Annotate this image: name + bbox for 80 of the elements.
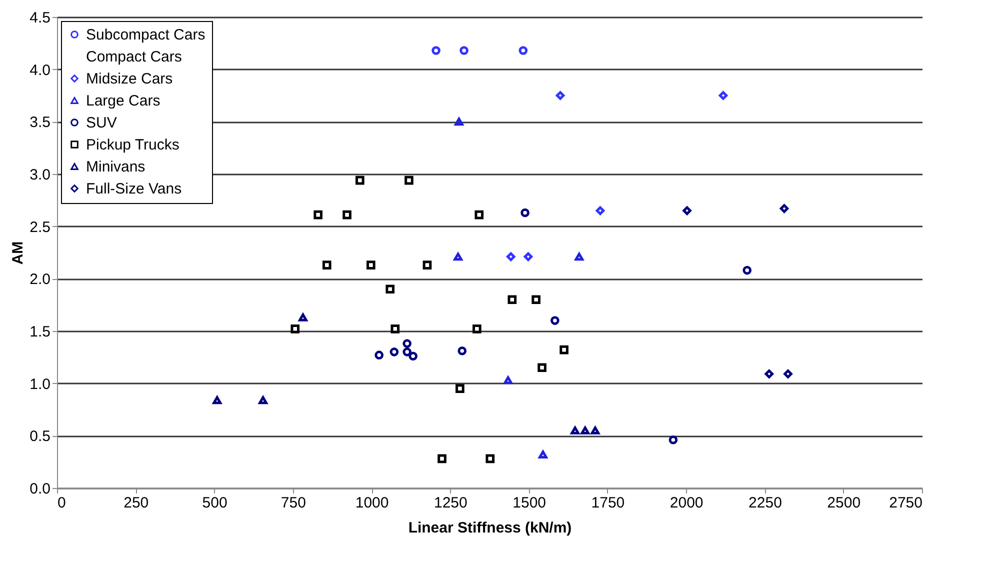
x-tick-label: 2000 <box>670 494 704 512</box>
x-tick-label: 750 <box>280 494 306 512</box>
point <box>742 266 752 275</box>
point <box>374 350 384 360</box>
y-tick-label: 2.0 <box>30 271 50 288</box>
point <box>472 324 482 334</box>
x-tick-label: 500 <box>202 494 228 512</box>
point <box>504 376 512 384</box>
point <box>682 206 692 216</box>
point <box>408 352 418 361</box>
point <box>570 426 580 434</box>
y-tick-label: 3.5 <box>30 114 50 132</box>
point <box>524 252 533 262</box>
point <box>422 260 432 270</box>
point <box>590 426 600 434</box>
y-axis-title: AM <box>10 241 27 265</box>
point <box>404 176 414 185</box>
y-tick-label: 1.5 <box>30 324 50 340</box>
point <box>456 384 464 393</box>
point <box>520 208 530 218</box>
x-axis-title: Linear Stiffness (kN/m) <box>408 520 572 536</box>
point <box>518 46 528 55</box>
x-tick-label: 1250 <box>434 494 468 512</box>
point <box>458 346 467 356</box>
point <box>486 454 495 464</box>
point <box>355 176 364 185</box>
point <box>550 316 560 325</box>
point <box>386 284 395 294</box>
point <box>432 46 440 55</box>
y-tick-label: 0.5 <box>30 428 50 446</box>
legend-label: Midsize Cars <box>86 70 173 88</box>
legend-label: Minivans <box>86 158 146 176</box>
point <box>538 363 546 372</box>
y-tick-label: 4.5 <box>30 10 50 26</box>
x-tick-label: 0 <box>58 494 66 512</box>
legend-label: Subcompact Cars <box>86 26 206 44</box>
point <box>508 295 517 304</box>
point <box>764 370 774 378</box>
point <box>668 435 678 444</box>
point <box>474 210 484 220</box>
point <box>460 46 468 55</box>
point <box>506 252 516 262</box>
x-tick-label: 2250 <box>748 494 782 512</box>
point <box>290 324 300 334</box>
point <box>438 454 446 464</box>
point <box>402 348 412 356</box>
legend-label: Full-Size Vans <box>86 180 182 198</box>
point <box>454 252 462 261</box>
point <box>574 252 584 261</box>
x-tick-label: 250 <box>124 494 149 512</box>
y-tick-label: 3.0 <box>30 166 50 184</box>
point <box>556 91 565 100</box>
point <box>596 206 605 216</box>
point <box>390 324 400 334</box>
x-tick-label: 1500 <box>512 494 546 512</box>
point <box>342 210 352 220</box>
legend-label: SUV <box>86 114 117 132</box>
point <box>580 426 590 434</box>
point <box>402 339 412 348</box>
legend-label: Pickup Trucks <box>86 136 180 154</box>
point <box>784 370 792 378</box>
y-tick-label: 2.5 <box>30 218 50 236</box>
point <box>366 260 376 270</box>
x-tick-label: 1750 <box>591 494 625 512</box>
y-tick-label: 0.0 <box>30 480 50 498</box>
point <box>560 345 568 354</box>
x-tick-label: 2500 <box>827 494 861 512</box>
point <box>390 348 399 356</box>
x-tick-label: 2750 <box>889 494 922 512</box>
y-tick-label: 1.0 <box>30 376 50 393</box>
y-tick-label: 4.0 <box>30 62 50 79</box>
legend-label: Large Cars <box>86 92 160 110</box>
point <box>298 313 308 322</box>
x-tick-label: 1000 <box>355 494 389 512</box>
text: Compact Cars <box>86 48 182 66</box>
point <box>780 204 789 213</box>
point <box>314 210 322 220</box>
point <box>322 260 332 270</box>
point <box>532 295 540 304</box>
point <box>718 91 728 100</box>
